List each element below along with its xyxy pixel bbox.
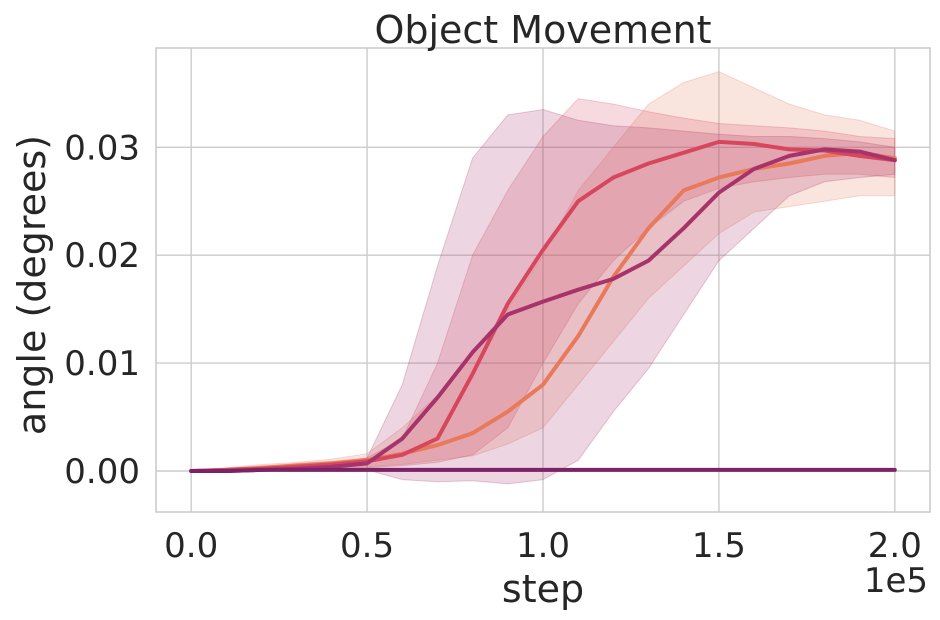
x-tick-label: 1.5 bbox=[692, 526, 746, 566]
series-2-line bbox=[189, 139, 897, 473]
x-tick-labels: 0.0 0.5 1.0 1.5 2.0 bbox=[164, 526, 922, 566]
y-tick-label: 0.01 bbox=[64, 344, 140, 384]
x-axis-offset-label: 1e5 bbox=[864, 561, 928, 601]
series-lines bbox=[189, 139, 897, 473]
plot-frame bbox=[155, 47, 931, 513]
y-axis-label: angle (degrees) bbox=[10, 135, 54, 435]
y-tick-label: 0.00 bbox=[64, 452, 140, 492]
y-tick-label: 0.02 bbox=[64, 236, 140, 276]
x-tick-label: 0.0 bbox=[164, 526, 218, 566]
chart-title: Object Movement bbox=[374, 8, 711, 52]
x-axis-label: step bbox=[502, 567, 584, 611]
series-4-line bbox=[189, 467, 897, 473]
y-tick-labels: 0.00 0.01 0.02 0.03 bbox=[64, 128, 140, 492]
y-tick-label: 0.03 bbox=[64, 128, 140, 168]
series-1-band bbox=[191, 71, 896, 472]
x-tick-label: 0.5 bbox=[340, 526, 394, 566]
x-tick-label: 2.0 bbox=[868, 526, 922, 566]
x-tick-label: 1.0 bbox=[516, 526, 570, 566]
